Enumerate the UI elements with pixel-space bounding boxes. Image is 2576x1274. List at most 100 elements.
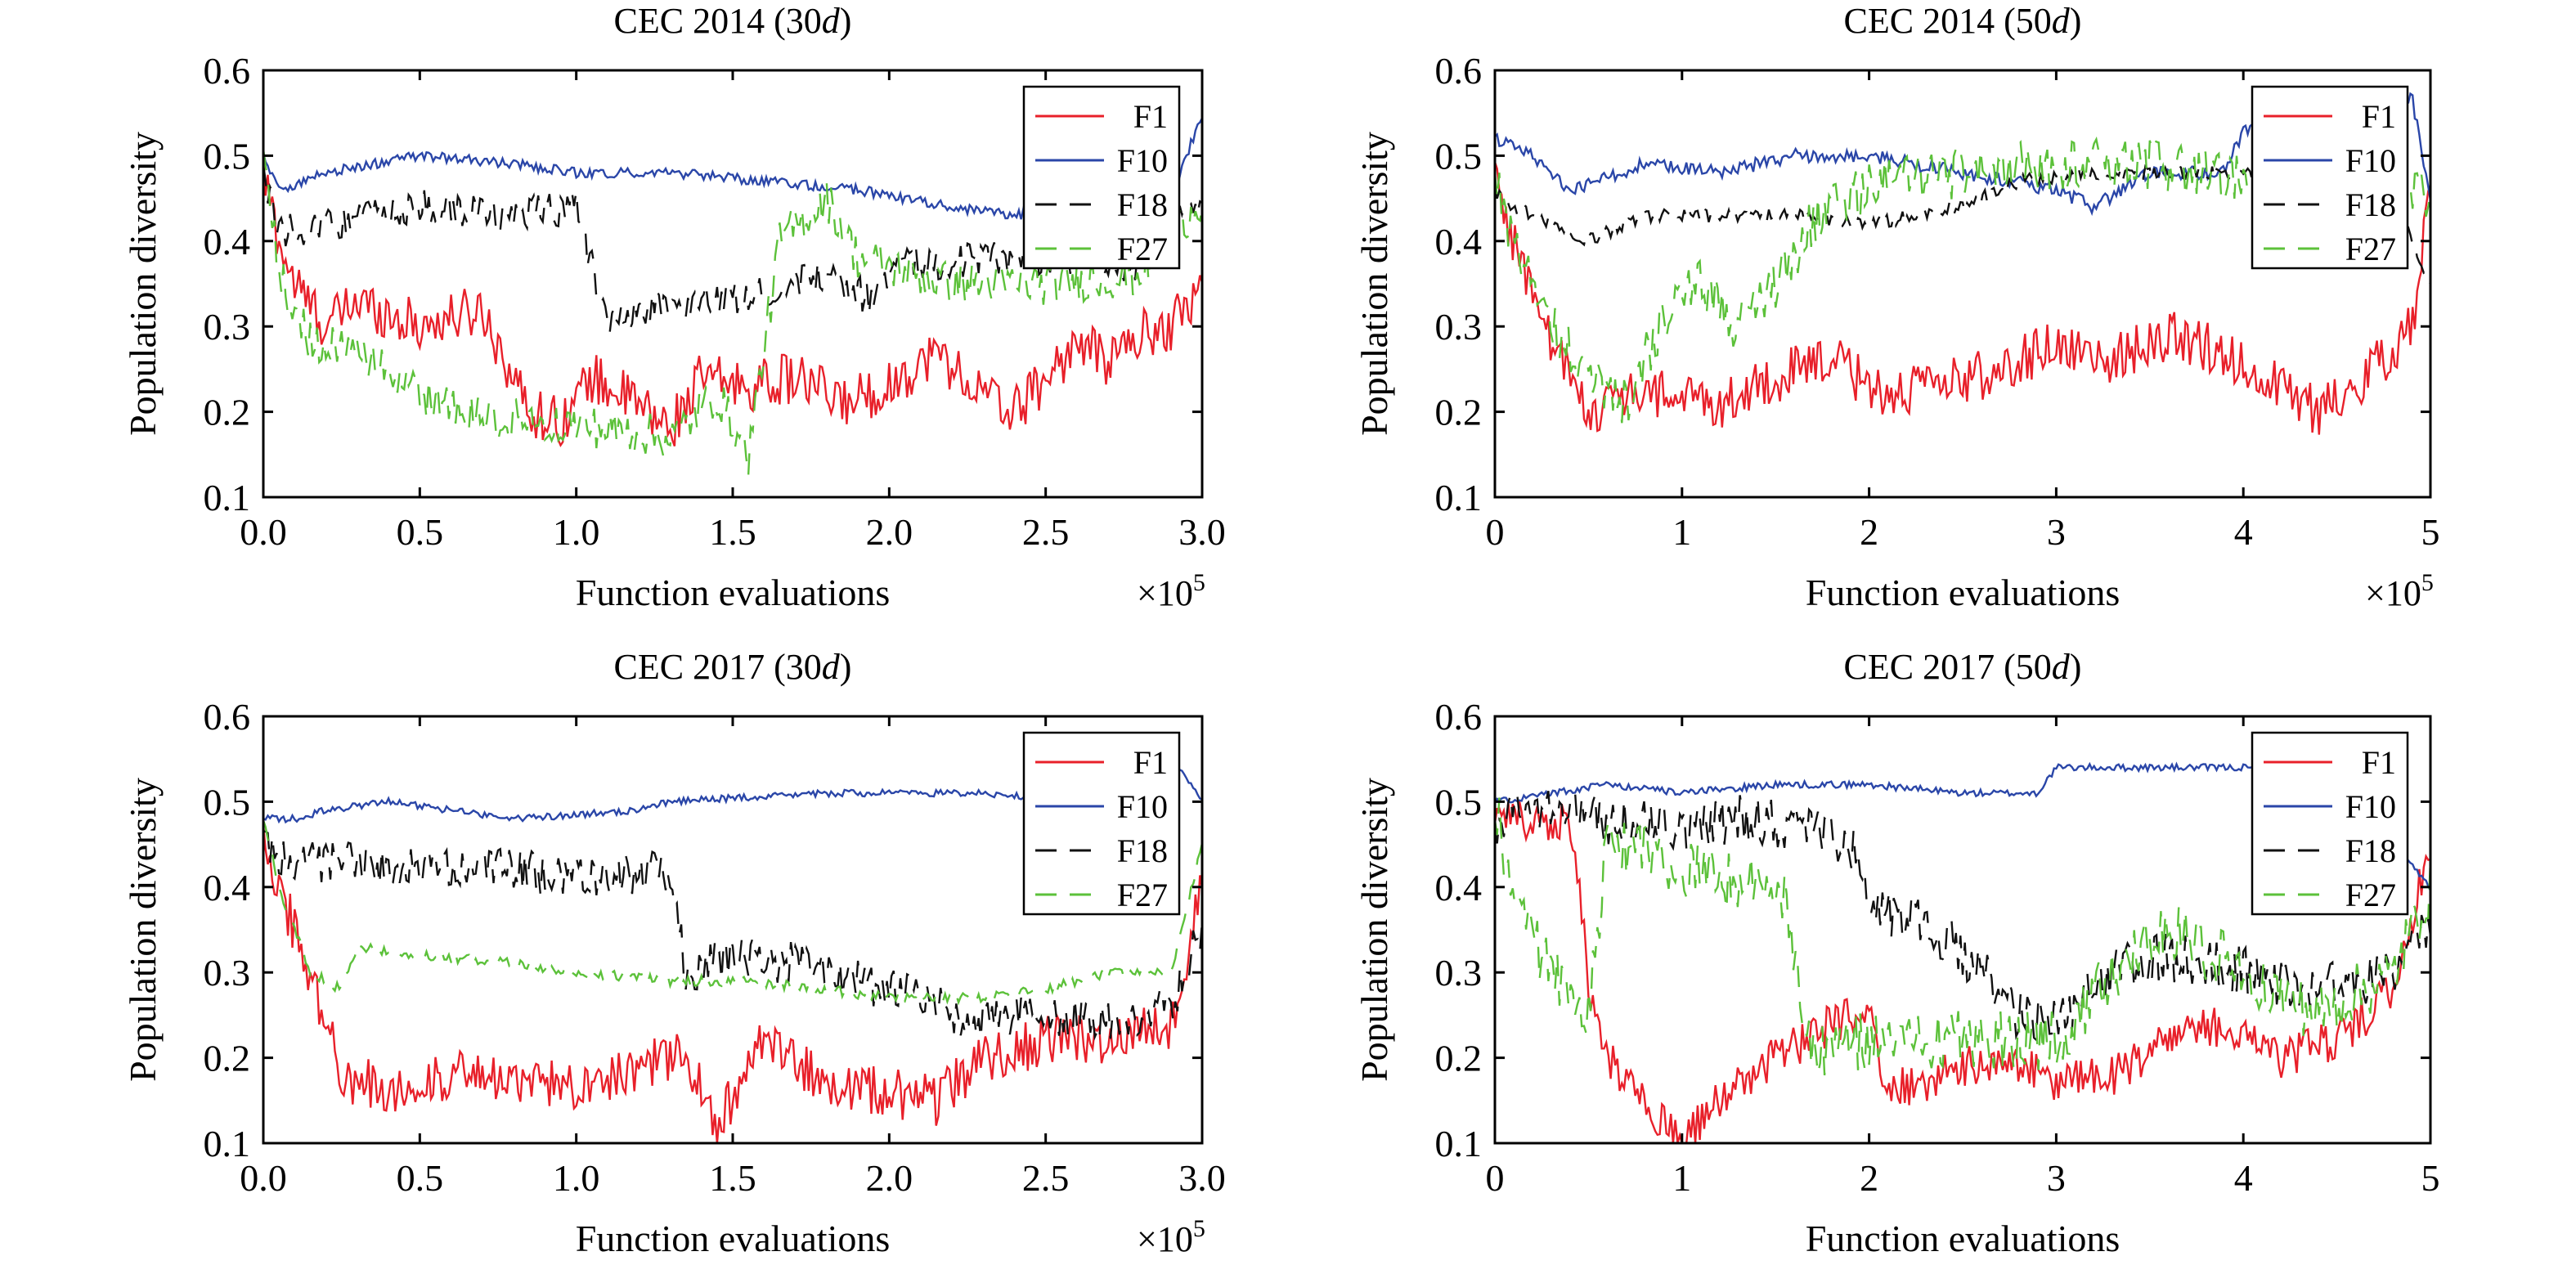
y-tick-label: 0.4 — [204, 221, 251, 262]
y-tick-label: 0.1 — [1435, 1123, 1483, 1164]
legend-label-f10: F10 — [2345, 142, 2396, 179]
x-tick-label: 1 — [1672, 511, 1691, 553]
chart-title: CEC 2014 (30d) — [614, 1, 852, 41]
x-tick-label: 2.0 — [866, 1157, 913, 1199]
legend-label-f18: F18 — [2345, 186, 2396, 223]
chart-title: CEC 2017 (50d) — [1844, 647, 2082, 687]
x-axis-label: Function evaluations — [576, 572, 891, 613]
x-tick-label: 2.5 — [1022, 1157, 1070, 1199]
legend-label-f1: F1 — [1133, 98, 1168, 135]
x-tick-label: 2.0 — [866, 511, 913, 553]
y-tick-label: 0.6 — [204, 50, 251, 92]
y-tick-label: 0.5 — [1435, 781, 1483, 823]
x-tick-label: 4 — [2234, 1157, 2253, 1199]
x-tick-label: 3.0 — [1178, 511, 1226, 553]
x-tick-label: 1.0 — [553, 1157, 600, 1199]
y-axis-label: Population diversity — [1353, 132, 1395, 436]
x-tick-label: 5 — [2421, 511, 2440, 553]
x-tick-label: 2 — [1860, 511, 1878, 553]
x-tick-label: 1 — [1672, 1157, 1691, 1199]
series-line-f27 — [1495, 797, 2430, 1076]
legend-label-f1: F1 — [2362, 98, 2396, 135]
x-axis-label: Function evaluations — [576, 1218, 891, 1259]
legend-label-f10: F10 — [1117, 142, 1168, 179]
chart-panel-4: 0 1 2 3 4 5 0.1 0.2 0.3 0.4 0.5 0.6 CEC 2017 (50d) Fu… — [1353, 647, 2440, 1259]
series-line-f27 — [263, 819, 1202, 1006]
chart-panel-2: 0 1 2 3 4 5 0.1 0.2 0.3 0.4 0.5 0.6 CEC 2014 (50d) Fu… — [1353, 1, 2440, 613]
y-tick-label: 0.6 — [204, 696, 251, 738]
y-tick-label: 0.3 — [204, 306, 251, 348]
y-axis-label: Population diversity — [1353, 778, 1395, 1082]
y-tick-label: 0.5 — [1435, 135, 1483, 177]
legend-label-f18: F18 — [1117, 832, 1168, 869]
x-tick-label: 0.5 — [397, 511, 444, 553]
y-axis-label: Population diversity — [122, 778, 164, 1082]
x-multiplier: ×105 — [1137, 1215, 1205, 1259]
y-tick-label: 0.3 — [1435, 306, 1483, 348]
y-tick-label: 0.4 — [1435, 221, 1483, 262]
legend-label-f1: F1 — [1133, 744, 1168, 781]
legend: F1 F10 F18 F27 — [2251, 85, 2409, 270]
legend: F1 F10 F18 F27 — [2251, 731, 2409, 916]
x-tick-label: 0 — [1486, 511, 1505, 553]
series-line-f18 — [263, 164, 1202, 333]
legend-label-f27: F27 — [1117, 231, 1168, 267]
legend: F1 F10 F18 F27 — [1022, 85, 1181, 270]
y-tick-label: 0.2 — [204, 392, 251, 433]
x-tick-label: 0.5 — [397, 1157, 444, 1199]
legend-label-f27: F27 — [2345, 231, 2396, 267]
legend: F1 F10 F18 F27 — [1022, 731, 1181, 916]
y-tick-label: 0.6 — [1435, 50, 1483, 92]
chart-title: CEC 2017 (30d) — [614, 647, 852, 687]
x-tick-label: 5 — [2421, 1157, 2440, 1199]
legend-label-f10: F10 — [2345, 788, 2396, 825]
plot-frame — [1493, 69, 2432, 499]
series-line-f1 — [263, 154, 1202, 447]
x-multiplier: ×105 — [1137, 569, 1205, 613]
y-tick-label: 0.4 — [204, 867, 251, 908]
x-multiplier: ×105 — [2365, 569, 2434, 613]
y-axis-label: Population diversity — [122, 132, 164, 436]
chart-panel-3: 0.0 0.5 1.0 1.5 2.0 2.5 3.0 0.1 0.2 0.3 0.4 0.5 0.6 C… — [122, 647, 1226, 1259]
y-tick-label: 0.2 — [204, 1038, 251, 1079]
legend-label-f10: F10 — [1117, 788, 1168, 825]
series-line-f18 — [1495, 791, 2430, 1043]
y-tick-label: 0.3 — [204, 952, 251, 994]
x-tick-label: 0.0 — [240, 511, 287, 553]
series-line-f27 — [263, 149, 1202, 476]
y-tick-label: 0.1 — [1435, 477, 1483, 518]
legend-label-f18: F18 — [2345, 832, 2396, 869]
series-line-f18 — [263, 830, 1202, 1041]
y-tick-label: 0.6 — [1435, 696, 1483, 738]
y-tick-label: 0.3 — [1435, 952, 1483, 994]
legend-label-f27: F27 — [2345, 877, 2396, 913]
x-tick-label: 3 — [2047, 511, 2066, 553]
chart-panel-1: 0.0 0.5 1.0 1.5 2.0 2.5 3.0 0.1 0.2 0.3 0.4 0.5 0.6 C… — [122, 1, 1226, 613]
x-tick-label: 2.5 — [1022, 511, 1070, 553]
x-axis-label: Function evaluations — [1806, 1218, 2120, 1259]
x-tick-label: 0 — [1486, 1157, 1505, 1199]
series-line-f18 — [1495, 163, 2430, 285]
x-tick-label: 4 — [2234, 511, 2253, 553]
x-axis-label: Function evaluations — [1806, 572, 2120, 613]
x-tick-label: 1.5 — [709, 511, 756, 553]
y-tick-label: 0.5 — [204, 135, 251, 177]
y-tick-label: 0.1 — [204, 1123, 251, 1164]
x-tick-label: 2 — [1860, 1157, 1878, 1199]
y-tick-label: 0.1 — [204, 477, 251, 518]
y-tick-label: 0.5 — [204, 781, 251, 823]
series-line-f1 — [1495, 161, 2430, 435]
plot-frame — [1493, 715, 2432, 1145]
x-tick-label: 1.5 — [709, 1157, 756, 1199]
y-tick-label: 0.4 — [1435, 867, 1483, 908]
legend-label-f1: F1 — [2362, 744, 2396, 781]
y-tick-label: 0.2 — [1435, 1038, 1483, 1079]
series-line-f1 — [263, 824, 1202, 1143]
chart-title: CEC 2014 (50d) — [1844, 1, 2082, 41]
x-tick-label: 0.0 — [240, 1157, 287, 1199]
series-line-f1 — [1495, 801, 2430, 1143]
x-tick-label: 3 — [2047, 1157, 2066, 1199]
x-tick-label: 1.0 — [553, 511, 600, 553]
legend-label-f18: F18 — [1117, 186, 1168, 223]
